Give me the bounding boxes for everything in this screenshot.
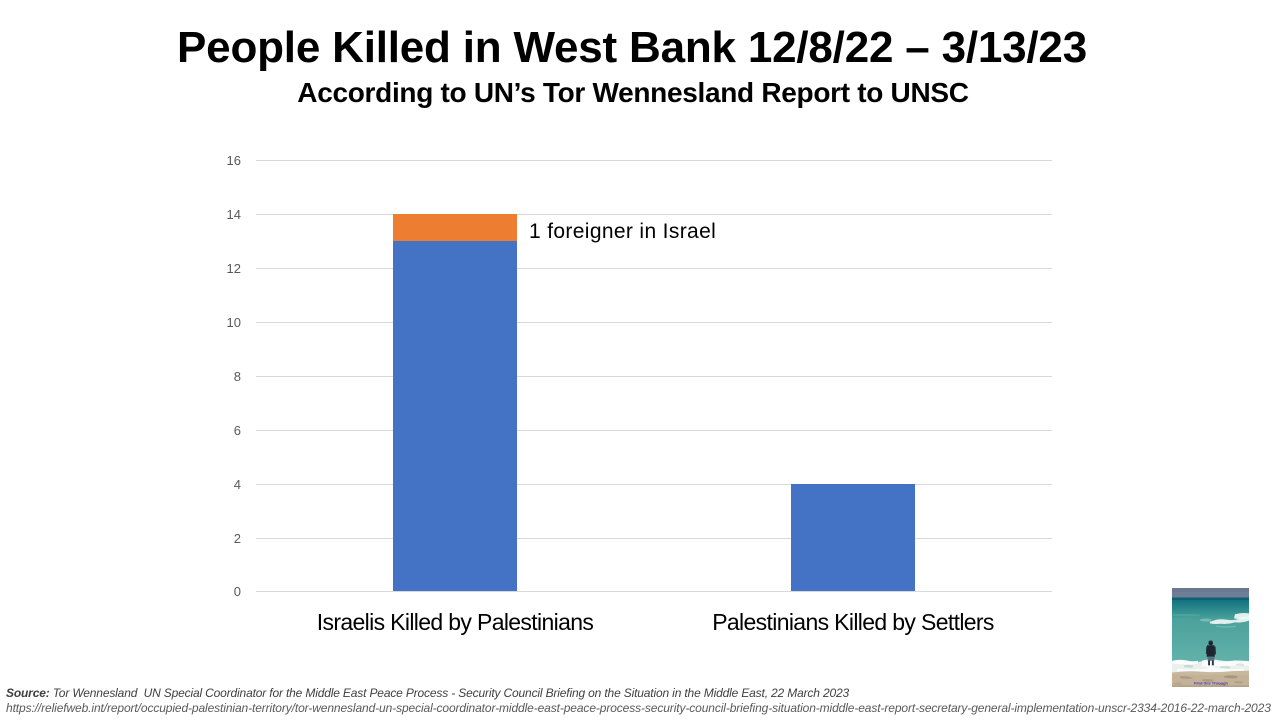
svg-text:Find this Through: Find this Through <box>1194 680 1229 685</box>
